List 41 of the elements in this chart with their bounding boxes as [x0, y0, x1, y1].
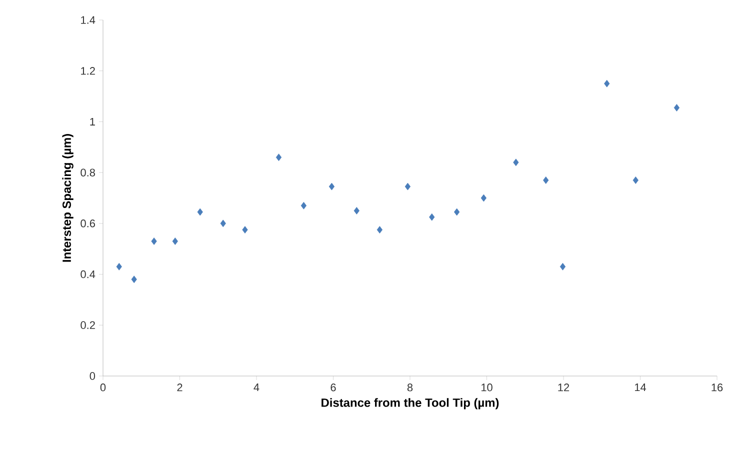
point — [376, 226, 383, 234]
point — [354, 207, 360, 214]
point — [454, 208, 460, 216]
y-tick-label: 0.2 — [80, 321, 95, 330]
point — [604, 80, 610, 88]
x-tick-label: 14 — [634, 384, 646, 392]
point — [543, 176, 549, 184]
y-tick-label: 0.6 — [80, 220, 95, 228]
x-tick-label: 4 — [254, 384, 260, 392]
point — [116, 262, 122, 270]
x-tick-label: 16 — [712, 384, 723, 392]
point — [404, 182, 411, 190]
point — [131, 276, 137, 284]
point — [513, 158, 519, 166]
x-tick-label: 6 — [330, 384, 336, 392]
x-tick-label: 8 — [407, 384, 413, 392]
point — [632, 176, 638, 184]
point — [276, 154, 282, 162]
x-tick-label: 10 — [481, 384, 492, 392]
y-tick-label: 0.4 — [80, 270, 96, 278]
point — [328, 182, 335, 190]
y-tick-label: 0.8 — [80, 168, 95, 176]
point — [220, 220, 226, 228]
y-tick-label: 1 — [90, 118, 95, 126]
y-tick-label: 0 — [90, 372, 96, 380]
x-tick-label: 0 — [100, 384, 106, 392]
point — [242, 226, 248, 234]
y-axis-title: Interstep Spacing (µm) — [62, 134, 74, 262]
point — [480, 194, 487, 202]
x-tick-label: 12 — [558, 384, 570, 392]
point — [560, 262, 566, 270]
x-tick-label: 2 — [177, 384, 182, 392]
y-tick-label: 1.2 — [81, 67, 95, 75]
point — [197, 208, 203, 216]
point — [429, 213, 435, 221]
point — [674, 104, 680, 112]
point — [300, 202, 307, 210]
y-tick-label: 1.4 — [81, 16, 96, 24]
x-axis-title: Distance from the Tool Tip (µm) — [322, 398, 499, 410]
point — [172, 238, 178, 245]
point — [151, 238, 157, 245]
